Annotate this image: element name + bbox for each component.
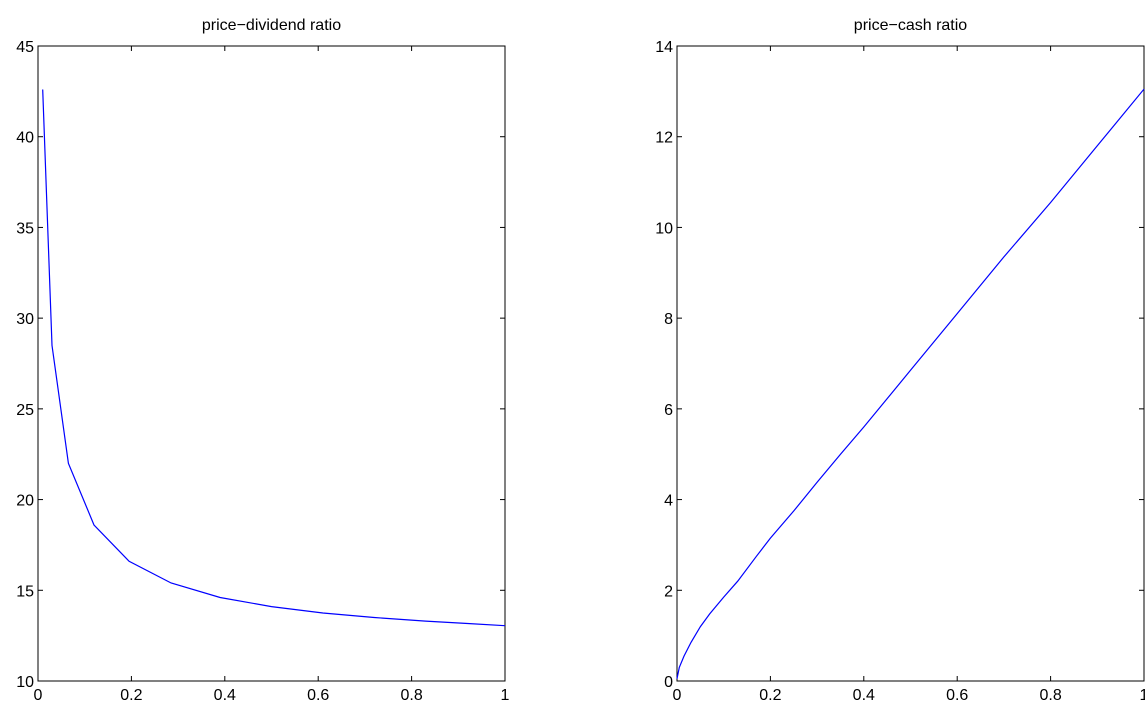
x-tick-label: 1 <box>501 687 510 704</box>
y-tick-label: 20 <box>16 493 34 510</box>
series-line <box>42 89 506 627</box>
y-tick-label: 25 <box>16 402 34 419</box>
chart-price-cash-ratio: price−cash ratio 0 0.2 0.4 0.6 0.8 1024681012… <box>655 17 1145 704</box>
chart-marks: 0 0.2 0.4 0.6 0.8 1 10 15 20 25 30 35 40 45 <box>16 39 509 704</box>
y-tick-label: 14 <box>655 39 673 56</box>
x-tick-label: 0 <box>673 687 682 704</box>
y-tick-label: 8 <box>664 311 673 328</box>
x-tick-label: 0.4 <box>214 687 236 704</box>
y-tick-label: 10 <box>16 674 34 691</box>
x-tick-label: 0.2 <box>759 687 781 704</box>
x-tick-label: 0.8 <box>1039 687 1061 704</box>
series-line <box>676 88 1145 679</box>
y-tick-label: 0 <box>664 674 673 691</box>
y-tick-label: 35 <box>16 220 34 237</box>
chart-title: price−dividend ratio <box>202 17 341 34</box>
axes-box <box>37 45 506 682</box>
x-tick-label: 0.6 <box>946 687 968 704</box>
y-tick-label: 45 <box>16 39 34 56</box>
chart-title: price−cash ratio <box>854 17 967 34</box>
x-tick-label: 1 <box>1140 687 1145 704</box>
chart-price-dividend-ratio: price−dividend ratio 0 0.2 0.4 0.6 0.8 1 10 15 2… <box>16 17 509 704</box>
y-tick-label: 40 <box>16 130 34 147</box>
x-tick-label: 0.4 <box>853 687 875 704</box>
y-tick-label: 4 <box>664 493 673 510</box>
x-tick-label: 0.8 <box>400 687 422 704</box>
y-tick-label: 30 <box>16 311 34 328</box>
y-tick-label: 12 <box>655 130 673 147</box>
x-tick-label: 0 <box>34 687 43 704</box>
y-tick-label: 15 <box>16 583 34 600</box>
y-tick-label: 6 <box>664 402 673 419</box>
x-tick-label: 0.6 <box>307 687 329 704</box>
x-tick-label: 0.2 <box>120 687 142 704</box>
y-tick-label: 10 <box>655 220 673 237</box>
y-tick-label: 2 <box>664 583 673 600</box>
axes-box <box>676 45 1145 682</box>
